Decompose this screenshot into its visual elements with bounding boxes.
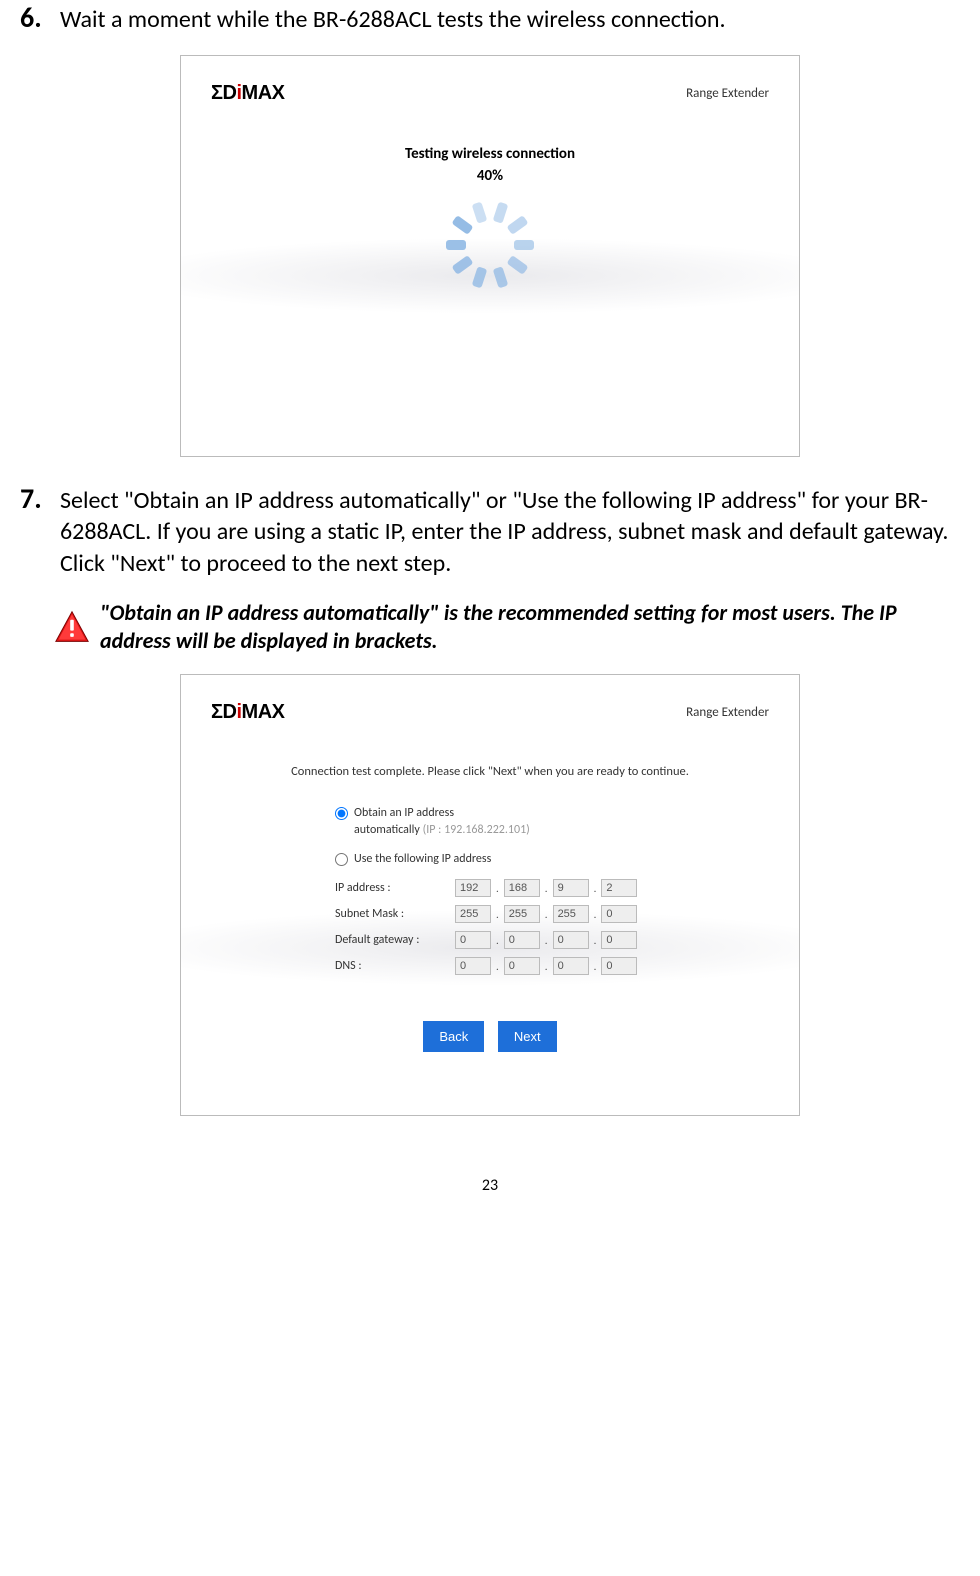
step-6-number: 6. — [20, 0, 60, 35]
page-number: 23 — [20, 1176, 960, 1195]
testing-percent: 40% — [211, 167, 769, 185]
ip-octet-input[interactable] — [504, 931, 540, 949]
testing-label: Testing wireless connection — [211, 145, 769, 163]
ip-dot: . — [496, 882, 499, 895]
ip-octet-input[interactable] — [553, 957, 589, 975]
ip-octet-input[interactable] — [553, 879, 589, 897]
ip-form: Obtain an IP address automatically (IP :… — [335, 805, 645, 975]
note-callout: "Obtain an IP address automatically" is … — [54, 599, 960, 656]
ip-row: Default gateway :... — [335, 931, 645, 949]
ip-dot: . — [594, 934, 597, 947]
ip-row-label: IP address : — [335, 881, 455, 895]
connection-complete-message: Connection test complete. Please click "… — [211, 764, 769, 779]
ip-grid: IP address :...Subnet Mask :...Default g… — [335, 879, 645, 975]
note-text: "Obtain an IP address automatically" is … — [100, 599, 960, 656]
ip-octet-input[interactable] — [601, 957, 637, 975]
ip-octet-input[interactable] — [601, 879, 637, 897]
ip-dot: . — [545, 908, 548, 921]
edimax-logo: ΣDiMAX — [211, 701, 284, 724]
radio-use-static-label: Use the following IP address — [354, 851, 491, 868]
ip-octet-input[interactable] — [455, 879, 491, 897]
ip-octet-input[interactable] — [455, 931, 491, 949]
radio-obtain-auto-label: Obtain an IP address automatically (IP :… — [354, 805, 530, 839]
ip-row-label: Subnet Mask : — [335, 907, 455, 921]
loading-spinner-icon — [448, 203, 532, 287]
step-7-text: Select "Obtain an IP address automatical… — [60, 481, 960, 579]
ip-octet-input[interactable] — [504, 879, 540, 897]
next-button[interactable]: Next — [498, 1021, 557, 1052]
ip-dot: . — [545, 882, 548, 895]
back-button[interactable]: Back — [423, 1021, 484, 1052]
screenshot-ip-settings: ΣDiMAX Range Extender Connection test co… — [180, 674, 800, 1116]
ip-row: Subnet Mask :... — [335, 905, 645, 923]
ip-octet-input[interactable] — [504, 957, 540, 975]
ip-octet-input[interactable] — [553, 931, 589, 949]
ip-octet-input[interactable] — [553, 905, 589, 923]
ip-octet-input[interactable] — [601, 931, 637, 949]
radio-obtain-auto[interactable] — [335, 807, 348, 820]
ip-dot: . — [594, 882, 597, 895]
range-extender-label: Range Extender — [686, 86, 769, 101]
ip-octet-input[interactable] — [601, 905, 637, 923]
edimax-logo: ΣDiMAX — [211, 82, 284, 105]
ip-row: DNS :... — [335, 957, 645, 975]
ip-dot: . — [496, 960, 499, 973]
ip-dot: . — [545, 960, 548, 973]
step-7-number: 7. — [20, 481, 60, 516]
ip-row-label: DNS : — [335, 959, 455, 973]
step-7: 7. Select "Obtain an IP address automati… — [20, 481, 960, 579]
ip-octet-input[interactable] — [504, 905, 540, 923]
range-extender-label: Range Extender — [686, 705, 769, 720]
screenshot-testing-connection: ΣDiMAX Range Extender Testing wireless c… — [180, 55, 800, 457]
ip-dot: . — [594, 908, 597, 921]
step-6: 6. Wait a moment while the BR-6288ACL te… — [20, 0, 960, 35]
ip-dot: . — [496, 934, 499, 947]
warning-icon — [54, 609, 90, 645]
ip-octet-input[interactable] — [455, 905, 491, 923]
step-6-text: Wait a moment while the BR-6288ACL tests… — [60, 0, 960, 35]
ip-row: IP address :... — [335, 879, 645, 897]
ip-row-label: Default gateway : — [335, 933, 455, 947]
ip-octet-input[interactable] — [455, 957, 491, 975]
ip-dot: . — [545, 934, 548, 947]
ip-dot: . — [496, 908, 499, 921]
ip-dot: . — [594, 960, 597, 973]
radio-use-static[interactable] — [335, 853, 348, 866]
